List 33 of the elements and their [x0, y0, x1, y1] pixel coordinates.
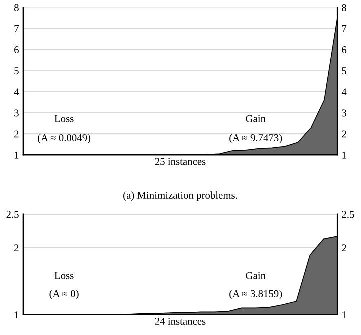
- annotation: Loss: [54, 115, 74, 122]
- annotation: (A ≈ 0.0049): [38, 134, 91, 144]
- y2-tick-label: 4: [342, 88, 347, 96]
- y-tick-label: 7: [14, 26, 19, 32]
- y-tick-label: 2: [14, 130, 19, 138]
- y2-tick-label: 6: [342, 46, 347, 54]
- y-tick-label: 4: [14, 88, 20, 96]
- y-tick-label: 2: [14, 244, 19, 252]
- y2-tick-label: 1: [342, 152, 346, 159]
- y2-tick-label: 2.5: [342, 211, 354, 218]
- annotation: Loss: [54, 272, 74, 280]
- y-tick-label: 1: [15, 152, 19, 159]
- x-axis-title: 24 instances: [155, 318, 206, 326]
- annotation: Gain: [246, 115, 266, 122]
- y2-tick-label: 1: [342, 312, 346, 319]
- y-tick-label: 6: [14, 46, 19, 54]
- annotation: (A ≈ 0): [50, 290, 79, 300]
- y2-tick-label: 3: [342, 110, 347, 117]
- x-axis-title: 25 instances: [155, 158, 206, 166]
- annotation: (A ≈ 9.7473): [230, 134, 282, 144]
- y2-tick-label: 8: [342, 4, 347, 12]
- y-tick-label: 3: [14, 110, 19, 117]
- annotation: (A ≈ 3.8159): [230, 290, 282, 300]
- y2-tick-label: 7: [342, 26, 347, 32]
- y-tick-label: 5: [14, 68, 19, 75]
- y2-tick-label: 2: [342, 130, 346, 138]
- y2-tick-label: 2: [342, 244, 346, 252]
- text: (a) Minimization problems.: [124, 192, 238, 202]
- y-tick-label: 8: [14, 4, 19, 12]
- annotation: Gain: [246, 272, 266, 280]
- y2-tick-label: 5: [342, 68, 347, 75]
- y-tick-label: 1: [15, 312, 19, 319]
- y-tick-label: 2.5: [6, 211, 19, 218]
